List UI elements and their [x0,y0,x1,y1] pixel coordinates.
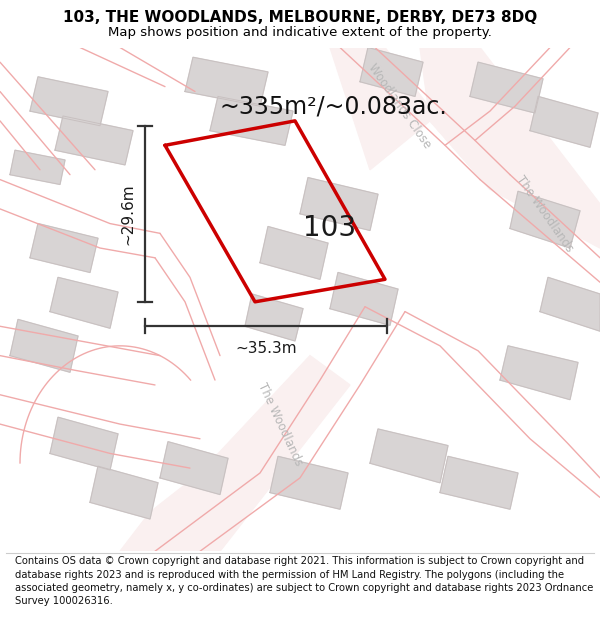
Polygon shape [120,356,350,551]
Text: 103: 103 [304,214,356,243]
Polygon shape [300,177,378,231]
Polygon shape [185,58,268,106]
Text: ~35.3m: ~35.3m [235,341,297,356]
Polygon shape [30,77,108,126]
Text: The Woodlands: The Woodlands [514,173,576,254]
Polygon shape [540,278,600,331]
Text: ~335m²/~0.083ac.: ~335m²/~0.083ac. [220,94,448,118]
Text: The Woodlands: The Woodlands [255,381,305,468]
Polygon shape [30,224,98,272]
Polygon shape [530,96,598,148]
Text: Woodlands Close: Woodlands Close [366,61,434,151]
Text: Map shows position and indicative extent of the property.: Map shows position and indicative extent… [108,26,492,39]
Polygon shape [330,272,398,325]
Polygon shape [50,278,118,328]
Text: Contains OS data © Crown copyright and database right 2021. This information is : Contains OS data © Crown copyright and d… [15,556,593,606]
Polygon shape [245,294,303,341]
Polygon shape [360,48,423,96]
Polygon shape [330,48,490,189]
Polygon shape [370,429,448,483]
Polygon shape [440,456,518,509]
Polygon shape [10,150,65,184]
Polygon shape [500,346,578,399]
Polygon shape [50,418,118,470]
Polygon shape [270,456,348,509]
Polygon shape [420,48,600,248]
Polygon shape [55,116,133,165]
Polygon shape [10,319,78,372]
Polygon shape [510,191,580,248]
Text: ~29.6m: ~29.6m [120,183,135,244]
Polygon shape [260,226,328,279]
Polygon shape [160,442,228,494]
Text: 103, THE WOODLANDS, MELBOURNE, DERBY, DE73 8DQ: 103, THE WOODLANDS, MELBOURNE, DERBY, DE… [63,11,537,26]
Polygon shape [210,96,293,146]
Polygon shape [90,466,158,519]
Polygon shape [470,62,543,113]
